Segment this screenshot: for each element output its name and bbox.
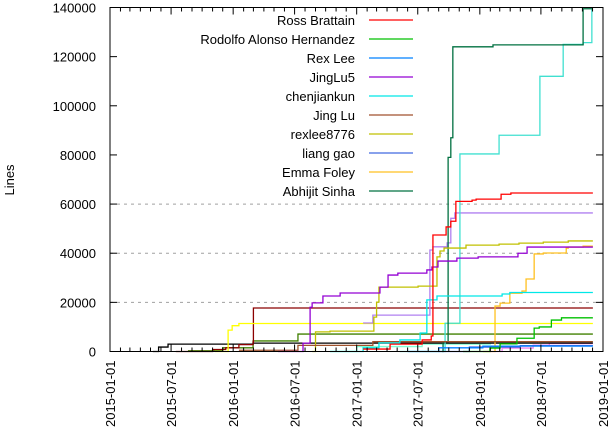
x-tick-label: 2015-01-01 xyxy=(103,361,118,428)
legend-label: Ross Brattain xyxy=(277,13,355,28)
series-line xyxy=(214,322,593,353)
legend-label: JingLu5 xyxy=(309,70,355,85)
x-tick-label: 2017-01-01 xyxy=(350,361,365,428)
y-tick-label: 20000 xyxy=(60,295,96,310)
plot-border xyxy=(109,7,604,352)
x-tick-label: 2018-07-01 xyxy=(534,361,549,428)
y-tick-label: 120000 xyxy=(53,50,96,65)
y-axis-labels: 0 20000 40000 60000 80000 100000 120000 140000 xyxy=(53,1,96,360)
series-line xyxy=(312,240,593,353)
x-axis-labels: 2015-01-01 2015-07-01 2016-01-01 2016-07-01… xyxy=(103,361,608,428)
legend-label: Abhijit Sinha xyxy=(283,184,356,199)
x-tick-label: 2017-07-01 xyxy=(411,361,426,428)
y-tick-label: 40000 xyxy=(60,246,96,261)
series-line xyxy=(482,245,593,353)
x-tick-label: 2016-01-01 xyxy=(226,361,241,428)
legend-label: chenjiankun xyxy=(286,89,355,104)
legend-label: liang gao xyxy=(302,146,355,161)
x-tick-label: 2015-07-01 xyxy=(164,361,179,428)
series-line xyxy=(462,317,593,353)
legend-label: Emma Foley xyxy=(282,165,355,180)
legend-label: rexlee8776 xyxy=(291,127,355,142)
series-line xyxy=(363,192,593,350)
y-tick-label: 100000 xyxy=(53,99,96,114)
legend: Ross Brattain Rodolfo Alonso Hernandez Rex… xyxy=(200,13,413,199)
y-tick-label: 140000 xyxy=(53,1,96,16)
series-line xyxy=(238,341,593,351)
x-tick-label: 2016-07-01 xyxy=(288,361,303,428)
legend-label: Rodolfo Alonso Hernandez xyxy=(200,32,355,47)
series-line xyxy=(399,9,593,353)
legend-label: Jing Lu xyxy=(313,108,355,123)
y-axis-title: Lines xyxy=(2,164,17,196)
series-line xyxy=(442,8,593,353)
legend-label: Rex Lee xyxy=(307,51,355,66)
y-tick-label: 80000 xyxy=(60,148,96,163)
axis-ticks xyxy=(109,7,604,352)
y-tick-label: 0 xyxy=(89,345,96,360)
series-line xyxy=(278,246,593,353)
x-tick-label: 2019-01-01 xyxy=(596,361,608,428)
series-lines xyxy=(152,8,593,353)
series-line xyxy=(363,212,593,324)
gridlines xyxy=(110,203,603,303)
y-tick-label: 60000 xyxy=(60,197,96,212)
x-tick-label: 2018-01-01 xyxy=(473,361,488,428)
